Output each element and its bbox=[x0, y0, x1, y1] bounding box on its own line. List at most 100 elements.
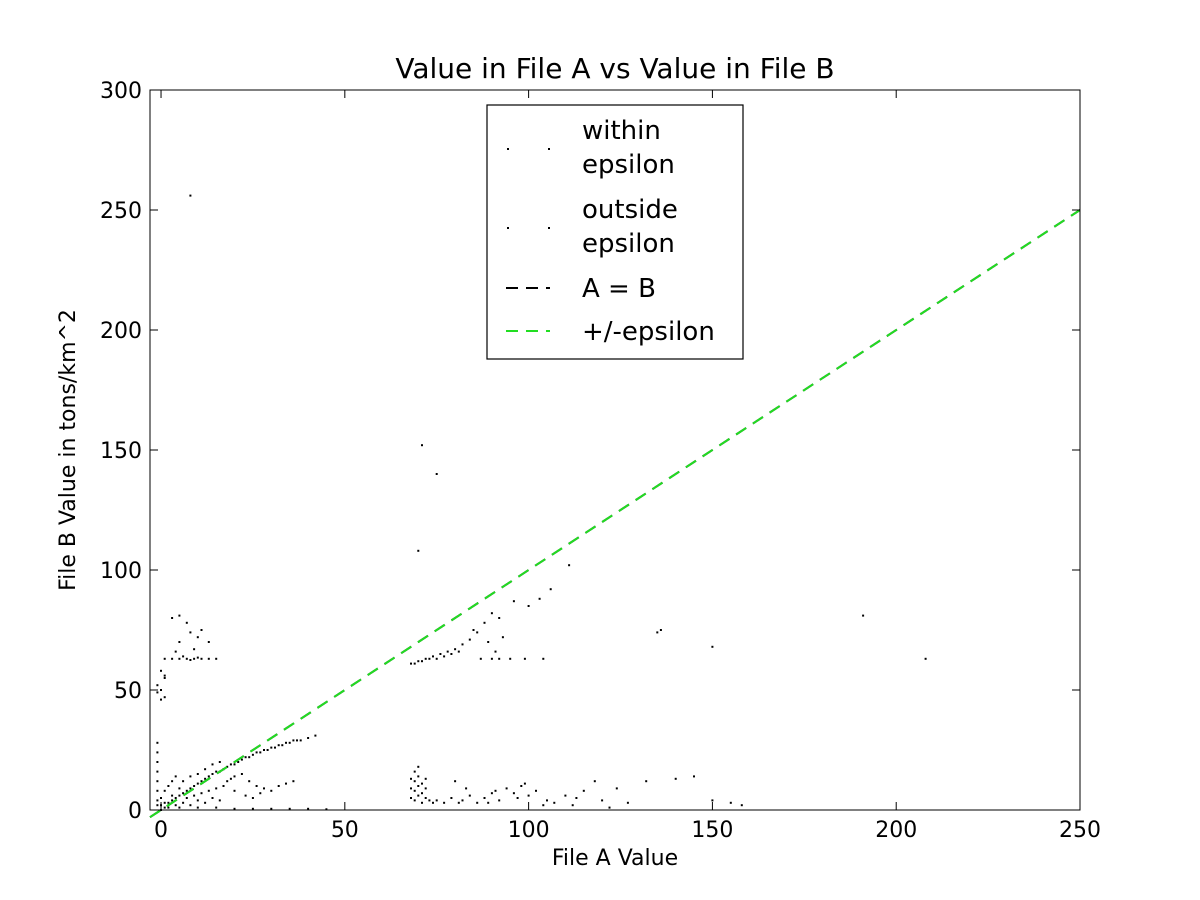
scatter-point bbox=[171, 780, 174, 783]
scatter-point bbox=[435, 473, 438, 475]
legend-marker-outside-left bbox=[507, 227, 509, 229]
scatter-point bbox=[421, 660, 423, 663]
scatter-point bbox=[189, 804, 192, 807]
scatter-point bbox=[924, 657, 927, 660]
scatter-point bbox=[196, 656, 199, 659]
scatter-point bbox=[299, 739, 302, 742]
scatter-point bbox=[516, 797, 519, 799]
scatter-point bbox=[498, 617, 501, 619]
scatter-point bbox=[582, 789, 585, 792]
scatter-point bbox=[476, 801, 479, 804]
scatter-point bbox=[410, 797, 412, 799]
scatter-point bbox=[740, 804, 743, 807]
scatter-point bbox=[417, 549, 420, 552]
scatter-point bbox=[233, 763, 236, 766]
scatter-point bbox=[314, 734, 317, 737]
scatter-point bbox=[501, 636, 504, 639]
scatter-point bbox=[421, 801, 423, 804]
scatter-point bbox=[601, 799, 604, 802]
scatter-point bbox=[553, 801, 556, 804]
scatter-point bbox=[512, 792, 515, 795]
scatter-point bbox=[174, 775, 177, 778]
scatter-point bbox=[527, 605, 530, 607]
scatter-point bbox=[266, 749, 269, 751]
scatter-point bbox=[443, 655, 446, 658]
scatter-point bbox=[450, 797, 453, 799]
scatter-point bbox=[182, 792, 185, 795]
ticks-layer: 0 50 100 150 200 250 0 50 100 150 200 250 300 bbox=[100, 79, 1101, 843]
scatter-point bbox=[182, 801, 185, 804]
scatter-point bbox=[476, 631, 479, 634]
scatter-point bbox=[200, 792, 203, 795]
scatter-point bbox=[171, 799, 174, 802]
scatter-point bbox=[229, 777, 232, 780]
scatter-point bbox=[204, 768, 207, 771]
scatter-point bbox=[568, 564, 571, 567]
scatter-point bbox=[571, 804, 574, 807]
scatter-point bbox=[178, 794, 181, 797]
scatter-point bbox=[626, 801, 629, 804]
scatter-point bbox=[185, 789, 188, 792]
scatter-point bbox=[207, 641, 210, 643]
scatter-point bbox=[178, 806, 181, 809]
scatter-point bbox=[193, 794, 196, 797]
scatter-point bbox=[156, 741, 159, 744]
scatter-point bbox=[226, 780, 229, 783]
scatter-point bbox=[413, 799, 416, 802]
x-tick-label: 150 bbox=[691, 818, 733, 843]
scatter-point bbox=[156, 789, 159, 792]
y-tick-label: 150 bbox=[100, 439, 142, 464]
x-axis-label: File A Value bbox=[552, 846, 678, 871]
scatter-point bbox=[461, 643, 464, 646]
scatter-point bbox=[185, 657, 188, 660]
scatter-point bbox=[171, 794, 174, 797]
scatter-point bbox=[156, 691, 159, 694]
scatter-point bbox=[417, 660, 420, 663]
scatter-point bbox=[659, 629, 662, 631]
scatter-point bbox=[156, 770, 159, 773]
scatter-point bbox=[222, 785, 225, 787]
scatter-point bbox=[163, 801, 166, 804]
scatter-point bbox=[244, 756, 247, 759]
legend: within epsilon outside epsilon A = B +/-… bbox=[486, 104, 744, 360]
scatter-point bbox=[189, 787, 192, 790]
scatter-point bbox=[156, 684, 159, 687]
scatter-point bbox=[575, 797, 578, 799]
scatter-point bbox=[535, 789, 537, 792]
scatter-point bbox=[204, 777, 207, 780]
scatter-point bbox=[156, 799, 159, 802]
scatter-point bbox=[156, 751, 159, 754]
scatter-point bbox=[564, 794, 567, 797]
scatter-point bbox=[487, 641, 490, 643]
scatter-point bbox=[163, 657, 166, 660]
scatter-point bbox=[160, 698, 162, 701]
x-tick-label: 250 bbox=[1059, 818, 1101, 843]
legend-label-equal: A = B bbox=[582, 274, 656, 304]
scatter-point bbox=[160, 669, 162, 672]
scatter-point bbox=[185, 621, 188, 624]
scatter-point bbox=[189, 194, 192, 197]
scatter-point bbox=[189, 631, 192, 634]
scatter-point bbox=[421, 444, 423, 447]
scatter-point bbox=[200, 780, 203, 783]
scatter-point bbox=[498, 799, 501, 802]
scatter-point bbox=[156, 780, 159, 783]
scatter-point bbox=[435, 657, 438, 660]
scatter-point bbox=[542, 657, 545, 660]
scatter-point bbox=[424, 797, 427, 799]
y-tick-label: 50 bbox=[114, 679, 142, 704]
scatter-point bbox=[413, 770, 416, 773]
scatter-point bbox=[410, 662, 412, 665]
scatter-point bbox=[413, 789, 416, 792]
legend-marker-within-left bbox=[507, 148, 509, 150]
scatter-point bbox=[472, 629, 475, 631]
scatter-point bbox=[483, 797, 486, 799]
scatter-point bbox=[182, 780, 185, 783]
scatter-point bbox=[432, 801, 434, 804]
legend-box bbox=[486, 104, 744, 360]
scatter-point bbox=[424, 657, 427, 660]
scatter-point bbox=[174, 804, 177, 807]
scatter-point bbox=[523, 782, 526, 785]
scatter-point bbox=[468, 638, 471, 641]
